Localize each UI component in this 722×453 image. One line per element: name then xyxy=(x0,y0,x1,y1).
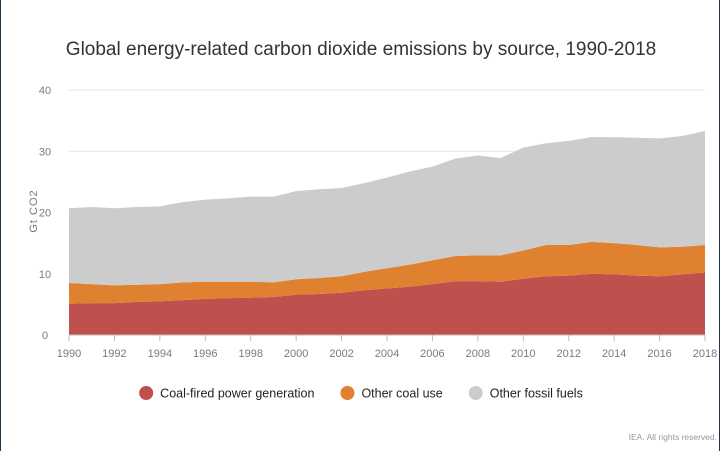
x-tick-label: 2002 xyxy=(329,348,353,360)
stacked-areas xyxy=(69,131,705,335)
x-tick-label: 2014 xyxy=(602,348,626,360)
legend-swatch xyxy=(139,386,154,400)
legend-item-1: Coal-fired power generation xyxy=(139,386,314,401)
y-axis-label: Gt CO2 xyxy=(28,189,40,232)
x-tick-label: 1992 xyxy=(102,348,126,360)
legend-swatch xyxy=(340,386,355,400)
credit-note: IEA. All rights reserved. xyxy=(629,432,717,442)
x-tick-label: 2018 xyxy=(693,348,717,360)
axes: 1990 1992 1994 1996 1998 2000 2002 2004 2006 2008… xyxy=(57,334,717,360)
x-tick-label: 2006 xyxy=(420,348,444,360)
x-tick-label: 2008 xyxy=(466,348,490,360)
legend-label: Other coal use xyxy=(361,387,442,401)
legend-item-3: Other fossil fuels xyxy=(468,386,583,401)
y-tick-label: 10 xyxy=(39,269,51,281)
x-tick-label: 2010 xyxy=(511,348,535,360)
x-tick-label: 2000 xyxy=(284,348,308,360)
x-tick-label: 2016 xyxy=(647,348,671,360)
legend-label: Other fossil fuels xyxy=(490,387,583,401)
area-series-2 xyxy=(69,241,705,304)
y-tick-label: 20 xyxy=(39,208,51,220)
y-tick-label: 0 xyxy=(42,330,48,342)
x-tick-label: 1996 xyxy=(193,348,217,360)
chart-title: Global energy-related carbon dioxide emi… xyxy=(66,39,656,60)
area-series-1 xyxy=(69,272,705,335)
legend-swatch xyxy=(468,386,483,400)
y-tick-label: 40 xyxy=(39,85,51,97)
legend-item-2: Other coal use xyxy=(340,386,443,401)
x-tick-label: 2004 xyxy=(375,348,399,360)
legend: Coal-fired power generation Other coal us… xyxy=(139,386,583,401)
x-tick-label: 1990 xyxy=(57,348,81,360)
y-tick-label: 30 xyxy=(39,146,51,158)
legend-label: Coal-fired power generation xyxy=(160,387,314,401)
area-series-3 xyxy=(69,131,705,286)
x-tick-label: 2012 xyxy=(556,348,580,360)
x-tick-label: 1998 xyxy=(238,348,262,360)
x-tick-label: 1994 xyxy=(148,348,172,360)
